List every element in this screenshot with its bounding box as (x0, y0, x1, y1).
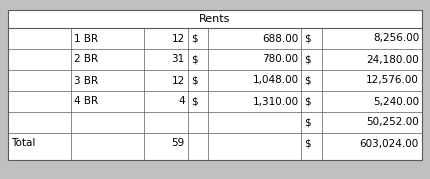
Text: 4: 4 (178, 96, 185, 107)
Text: Rents: Rents (200, 14, 230, 24)
Text: 24,180.00: 24,180.00 (366, 54, 419, 64)
Text: 1 BR: 1 BR (74, 33, 98, 43)
Text: 59: 59 (172, 139, 185, 149)
Text: $: $ (190, 54, 197, 64)
Text: $: $ (304, 96, 311, 107)
Text: 1,048.00: 1,048.00 (252, 76, 298, 86)
Text: 780.00: 780.00 (262, 54, 298, 64)
Text: Total: Total (11, 139, 35, 149)
Text: $: $ (190, 96, 197, 107)
Text: $: $ (304, 139, 311, 149)
Text: 3 BR: 3 BR (74, 76, 98, 86)
Text: 603,024.00: 603,024.00 (360, 139, 419, 149)
Text: 12: 12 (172, 76, 185, 86)
Text: $: $ (304, 76, 311, 86)
Text: 4 BR: 4 BR (74, 96, 98, 107)
Text: $: $ (304, 54, 311, 64)
Text: 12: 12 (172, 33, 185, 43)
Text: 50,252.00: 50,252.00 (366, 117, 419, 127)
Text: $: $ (304, 117, 311, 127)
Text: 31: 31 (172, 54, 185, 64)
Text: 2 BR: 2 BR (74, 54, 98, 64)
Text: $: $ (304, 33, 311, 43)
Text: 1,310.00: 1,310.00 (252, 96, 298, 107)
Text: $: $ (190, 76, 197, 86)
Bar (8, 10, 422, 160)
Text: 8,256.00: 8,256.00 (373, 33, 419, 43)
Text: 688.00: 688.00 (262, 33, 298, 43)
Text: 12,576.00: 12,576.00 (366, 76, 419, 86)
Bar (8, 10, 422, 160)
Text: $: $ (190, 33, 197, 43)
Text: 5,240.00: 5,240.00 (373, 96, 419, 107)
